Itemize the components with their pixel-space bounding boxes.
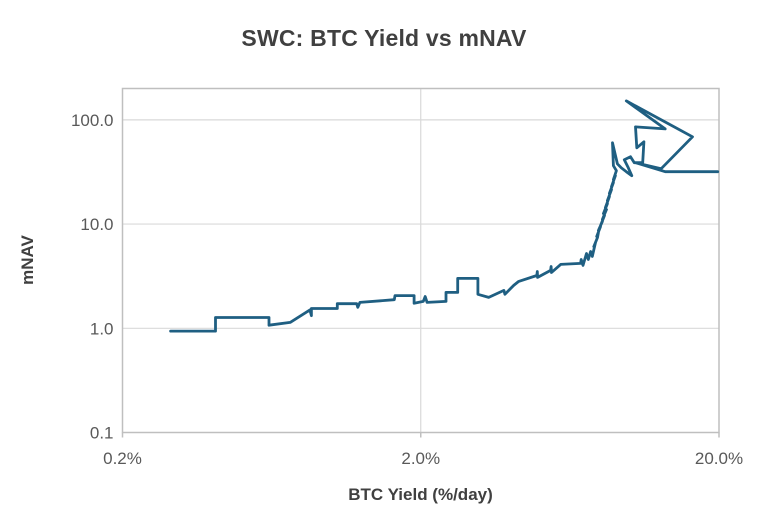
- y-tick-label: 1.0: [90, 319, 114, 338]
- x-tick-label: 20.0%: [695, 449, 743, 468]
- x-axis-title: BTC Yield (%/day): [348, 485, 493, 504]
- x-tick-label: 2.0%: [401, 449, 440, 468]
- y-tick-label: 0.1: [90, 424, 114, 443]
- series-line: [169, 99, 720, 333]
- x-tick-label: 0.2%: [103, 449, 142, 468]
- y-tick-label: 100.0: [71, 111, 114, 130]
- y-tick-label: 10.0: [80, 215, 113, 234]
- chart-title: SWC: BTC Yield vs mNAV: [241, 25, 527, 51]
